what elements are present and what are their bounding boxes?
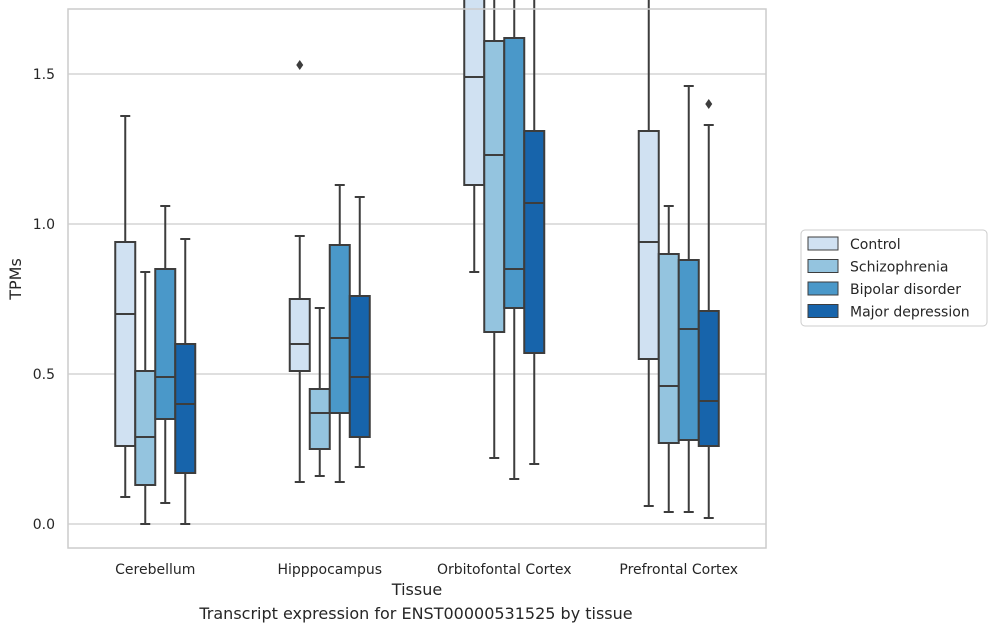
box-3-1 xyxy=(348,196,371,468)
legend-swatch xyxy=(807,281,839,296)
box-body xyxy=(503,37,526,309)
y-tick-labels: 0.00.51.01.52.02.53.0 xyxy=(33,67,55,533)
box-body xyxy=(657,253,680,444)
outlier-point xyxy=(296,60,304,70)
box-1-0 xyxy=(134,271,157,525)
figure-caption: Transcript expression for ENST0000053152… xyxy=(199,604,633,623)
box-2-2 xyxy=(503,0,526,480)
x-tick-labels: Cerebellum Hipppocampus Orbitofontal Corte… xyxy=(115,562,738,578)
box-1-3 xyxy=(657,205,680,513)
plot-area-frame xyxy=(67,8,767,549)
boxes xyxy=(114,0,720,525)
box-0-1 xyxy=(288,60,311,483)
box-body xyxy=(697,310,720,447)
x-axis-label: Tissue xyxy=(391,580,442,599)
box-body xyxy=(154,268,177,420)
legend-label: Control xyxy=(850,237,901,253)
box-0-3 xyxy=(637,0,660,507)
y-tick-label: 0.5 xyxy=(33,367,55,383)
box-body xyxy=(483,40,506,333)
box-2-1 xyxy=(328,184,351,483)
box-body xyxy=(463,0,486,186)
box-0-2 xyxy=(463,0,486,273)
box-3-3 xyxy=(697,99,720,519)
legend-swatch xyxy=(807,304,839,318)
legend-swatch xyxy=(807,236,839,251)
box-body xyxy=(308,388,331,450)
legend-label: Major depression xyxy=(850,305,970,321)
box-3-2 xyxy=(523,0,546,465)
y-axis-label: TPMs xyxy=(6,258,25,301)
legend: Control Schizophrenia Bipolar disorder Majo… xyxy=(800,229,988,327)
x-tick-label: Hipppocampus xyxy=(277,562,382,578)
x-tick-label: Orbitofontal Cortex xyxy=(437,562,572,578)
outlier-point xyxy=(705,99,713,109)
box-2-0 xyxy=(154,205,177,504)
x-tick-label: Cerebellum xyxy=(115,562,195,578)
box-body xyxy=(523,130,546,354)
y-tick-label: 1.5 xyxy=(33,67,55,83)
y-tick-label: 1.0 xyxy=(33,217,55,233)
y-tick-label: 0.0 xyxy=(33,517,55,533)
box-1-2 xyxy=(483,0,506,459)
legend-frame xyxy=(800,229,988,327)
box-body xyxy=(637,130,660,360)
box-body xyxy=(348,295,371,438)
box-3-0 xyxy=(174,238,197,525)
legend-swatch xyxy=(807,259,839,273)
legend-label: Bipolar disorder xyxy=(850,282,961,298)
box-body xyxy=(134,370,157,486)
box-1-1 xyxy=(308,307,331,477)
box-body xyxy=(677,259,700,441)
box-2-3 xyxy=(677,85,700,513)
x-tick-label: Prefrontal Cortex xyxy=(619,562,738,578)
box-0-0 xyxy=(114,115,137,498)
box-body xyxy=(288,298,311,372)
box-body xyxy=(114,241,137,447)
box-body xyxy=(328,244,351,414)
box-body xyxy=(174,343,197,474)
legend-label: Schizophrenia xyxy=(850,260,948,276)
